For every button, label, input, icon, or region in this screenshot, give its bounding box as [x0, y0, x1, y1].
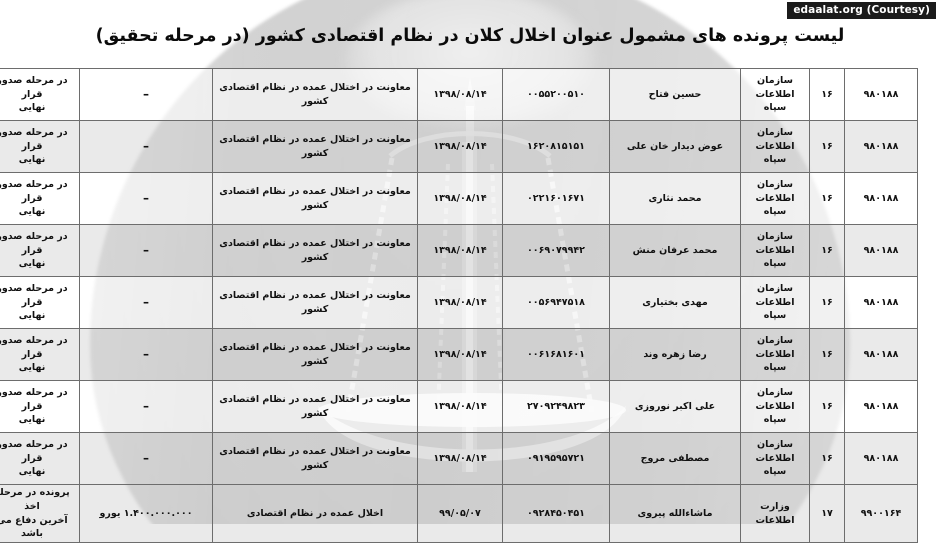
cell-row-number: ۱۶	[809, 276, 845, 329]
cell-amount: –	[79, 380, 213, 433]
cell-organization: سازمان اطلاعات سپاه	[740, 380, 810, 433]
cell-case-number: ۹۸۰۱۸۸	[844, 432, 918, 485]
table-row: ۹۸۰۱۸۸ ۱۶ سازمان اطلاعات سپاه حسین فتاح ۰۰۵۵۲…	[0, 68, 918, 121]
cell-status: در مرحله صدور قرار نهایی	[0, 120, 80, 173]
cell-amount: –	[79, 120, 213, 173]
cell-defendant-name: علی اکبر نوروزی	[609, 380, 741, 433]
cell-defendant-name: محمد نثاری	[609, 172, 741, 225]
cell-national-id: ۰۰۶۹۰۷۹۹۴۲	[502, 224, 610, 277]
table-row: ۹۸۰۱۸۸ ۱۶ سازمان اطلاعات سپاه علی اکبر نوروز…	[0, 380, 918, 433]
cell-charge: معاونت در اختلال عمده در نظام اقتصادی کش…	[212, 380, 418, 433]
cell-organization: وزارت اطلاعات	[740, 483, 810, 543]
cell-defendant-name: عوض دیدار خان علی	[609, 120, 741, 173]
cell-defendant-name: مهدی بختیاری	[609, 276, 741, 329]
cell-date: ۱۳۹۸/۰۸/۱۴	[417, 68, 503, 121]
cell-charge: معاونت در اختلال عمده در نظام اقتصادی کش…	[212, 432, 418, 485]
cell-case-number: ۹۸۰۱۸۸	[844, 328, 918, 381]
cell-national-id: ۰۹۲۸۴۵۰۴۵۱	[502, 483, 610, 543]
cell-date: ۱۳۹۸/۰۸/۱۴	[417, 328, 503, 381]
cell-date: ۱۳۹۸/۰۸/۱۴	[417, 224, 503, 277]
cell-date: ۱۳۹۸/۰۸/۱۴	[417, 120, 503, 173]
cell-charge: معاونت در اختلال عمده در نظام اقتصادی کش…	[212, 172, 418, 225]
cell-case-number: ۹۸۰۱۸۸	[844, 380, 918, 433]
cell-national-id: ۰۰۵۶۹۴۷۵۱۸	[502, 276, 610, 329]
cell-date: ۱۳۹۸/۰۸/۱۴	[417, 432, 503, 485]
cell-status: پرونده در مرحله اخذ آخرین دفاع می باشد	[0, 483, 80, 543]
cell-amount: –	[79, 68, 213, 121]
cell-national-id: ۰۲۲۱۶۰۱۶۷۱	[502, 172, 610, 225]
cell-date: ۱۳۹۸/۰۸/۱۴	[417, 172, 503, 225]
cell-organization: سازمان اطلاعات سپاه	[740, 68, 810, 121]
source-watermark-badge: edaalat.org (Courtesy)	[787, 2, 936, 19]
cell-amount: –	[79, 172, 213, 225]
cell-status: در مرحله صدور قرار نهایی	[0, 380, 80, 433]
cell-date: ۱۳۹۸/۰۸/۱۴	[417, 380, 503, 433]
cell-status: در مرحله صدور قرار نهایی	[0, 328, 80, 381]
cell-amount: –	[79, 276, 213, 329]
cell-row-number: ۱۶	[809, 328, 845, 381]
cases-table-body: ۹۸۰۱۸۸ ۱۶ سازمان اطلاعات سپاه حسین فتاح ۰۰۵۵۲…	[0, 68, 918, 543]
cell-case-number: ۹۸۰۱۸۸	[844, 68, 918, 121]
table-row: ۹۸۰۱۸۸ ۱۶ سازمان اطلاعات سپاه محمد نثاری ۰۲۲۱…	[0, 172, 918, 225]
cell-charge: معاونت در اختلال عمده در نظام اقتصادی کش…	[212, 68, 418, 121]
cell-defendant-name: مصطفی مروج	[609, 432, 741, 485]
cases-table: ۹۸۰۱۸۸ ۱۶ سازمان اطلاعات سپاه حسین فتاح ۰۰۵۵۲…	[0, 68, 918, 543]
cell-case-number: ۹۸۰۱۸۸	[844, 120, 918, 173]
cell-amount: –	[79, 432, 213, 485]
cell-defendant-name: محمد عرفان منش	[609, 224, 741, 277]
cell-row-number: ۱۶	[809, 432, 845, 485]
cell-charge: معاونت در اختلال عمده در نظام اقتصادی کش…	[212, 276, 418, 329]
table-row: ۹۸۰۱۸۸ ۱۶ سازمان اطلاعات سپاه محمد عرفان منش…	[0, 224, 918, 277]
cell-national-id: ۰۰۵۵۲۰۰۵۱۰	[502, 68, 610, 121]
cell-case-number: ۹۸۰۱۸۸	[844, 172, 918, 225]
cell-national-id: ۰۰۶۱۶۸۱۶۰۱	[502, 328, 610, 381]
cases-table-container: ۹۸۰۱۸۸ ۱۶ سازمان اطلاعات سپاه حسین فتاح ۰۰۵۵۲…	[0, 68, 918, 543]
cell-charge: معاونت در اختلال عمده در نظام اقتصادی کش…	[212, 328, 418, 381]
cell-organization: سازمان اطلاعات سپاه	[740, 276, 810, 329]
cell-defendant-name: رضا زهره وند	[609, 328, 741, 381]
cell-status: در مرحله صدور قرار نهایی	[0, 224, 80, 277]
cell-status: در مرحله صدور قرار نهایی	[0, 276, 80, 329]
cell-row-number: ۱۶	[809, 224, 845, 277]
cell-national-id: ۰۹۱۹۵۹۵۷۲۱	[502, 432, 610, 485]
cell-organization: سازمان اطلاعات سپاه	[740, 328, 810, 381]
cell-charge: معاونت در اختلال عمده در نظام اقتصادی کش…	[212, 224, 418, 277]
cell-organization: سازمان اطلاعات سپاه	[740, 224, 810, 277]
page-title: لیست پرونده های مشمول عنوان اخلال کلان د…	[95, 26, 845, 46]
table-row: ۹۸۰۱۸۸ ۱۶ سازمان اطلاعات سپاه عوض دیدار خان …	[0, 120, 918, 173]
cell-status: در مرحله صدور قرار نهایی	[0, 432, 80, 485]
cell-national-id: ۱۶۲۰۸۱۵۱۵۱	[502, 120, 610, 173]
cell-case-number: ۹۸۰۱۸۸	[844, 224, 918, 277]
cell-row-number: ۱۶	[809, 68, 845, 121]
cell-date: ۱۳۹۸/۰۸/۱۴	[417, 276, 503, 329]
table-row: ۹۸۰۱۸۸ ۱۶ سازمان اطلاعات سپاه مصطفی مروج ۰۹۱۹…	[0, 432, 918, 485]
cell-status: در مرحله صدور قرار نهایی	[0, 68, 80, 121]
cell-row-number: ۱۷	[809, 483, 845, 543]
cell-date: ۹۹/۰۵/۰۷	[417, 483, 503, 543]
table-row: ۹۸۰۱۸۸ ۱۶ سازمان اطلاعات سپاه مهدی بختیاری ۰۰…	[0, 276, 918, 329]
cell-status: در مرحله صدور قرار نهایی	[0, 172, 80, 225]
cell-row-number: ۱۶	[809, 380, 845, 433]
cell-defendant-name: حسین فتاح	[609, 68, 741, 121]
cell-case-number: ۹۹۰۰۱۶۴	[844, 483, 918, 543]
cell-row-number: ۱۶	[809, 172, 845, 225]
cell-defendant-name: ماشاءالله پیروی	[609, 483, 741, 543]
cell-case-number: ۹۸۰۱۸۸	[844, 276, 918, 329]
cell-row-number: ۱۶	[809, 120, 845, 173]
cell-organization: سازمان اطلاعات سپاه	[740, 120, 810, 173]
cell-amount: ۱.۴۰۰.۰۰۰.۰۰۰ یورو	[79, 483, 213, 543]
table-row: ۹۸۰۱۸۸ ۱۶ سازمان اطلاعات سپاه رضا زهره وند ۰۰…	[0, 328, 918, 381]
cell-amount: –	[79, 328, 213, 381]
table-row: ۹۹۰۰۱۶۴ ۱۷ وزارت اطلاعات ماشاءالله پیروی ۰۹۲…	[0, 483, 918, 543]
cell-charge: اخلال عمده در نظام اقتصادی	[212, 483, 418, 543]
cell-organization: سازمان اطلاعات سپاه	[740, 432, 810, 485]
cell-amount: –	[79, 224, 213, 277]
cell-national-id: ۲۷۰۹۲۴۹۸۲۳	[502, 380, 610, 433]
cell-organization: سازمان اطلاعات سپاه	[740, 172, 810, 225]
cell-charge: معاونت در اختلال عمده در نظام اقتصادی کش…	[212, 120, 418, 173]
